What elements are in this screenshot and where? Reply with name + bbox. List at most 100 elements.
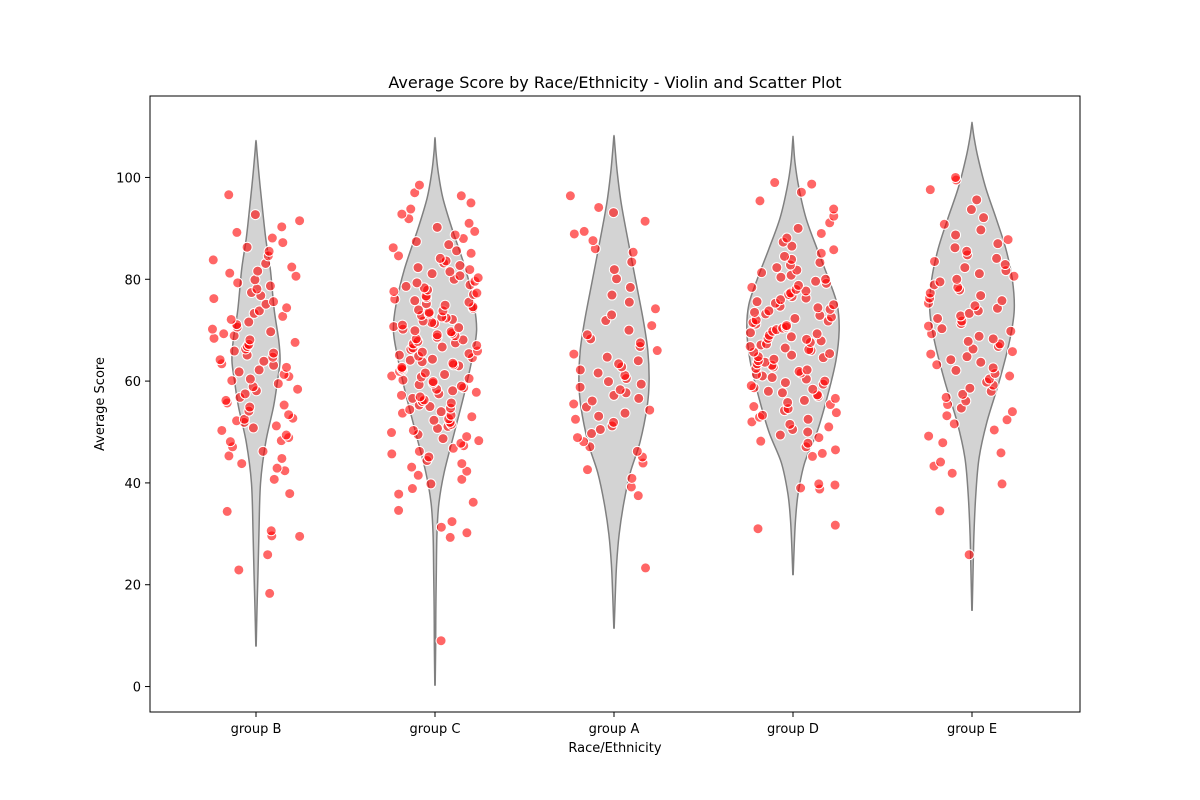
scatter-point bbox=[388, 285, 400, 297]
scatter-point bbox=[823, 421, 835, 433]
scatter-point bbox=[410, 236, 422, 248]
scatter-point bbox=[586, 395, 598, 407]
scatter-point bbox=[447, 442, 459, 454]
scatter-point bbox=[463, 217, 475, 229]
scatter-point bbox=[606, 289, 618, 301]
scatter-point bbox=[461, 527, 473, 539]
scatter-point bbox=[444, 266, 456, 278]
scatter-point bbox=[263, 245, 275, 257]
scatter-point bbox=[251, 283, 263, 295]
scatter-point bbox=[931, 359, 943, 371]
scatter-point bbox=[206, 323, 218, 335]
scatter-point bbox=[781, 320, 793, 332]
scatter-point bbox=[815, 227, 827, 239]
scatter-point bbox=[406, 461, 418, 473]
scatter-point bbox=[775, 271, 787, 283]
scatter-point bbox=[774, 429, 786, 441]
scatter-point bbox=[829, 519, 841, 531]
scatter-point bbox=[464, 264, 476, 276]
scatter-point bbox=[784, 418, 796, 430]
scatter-point bbox=[435, 521, 447, 533]
scatter-point bbox=[768, 353, 780, 365]
scatter-point bbox=[404, 404, 416, 416]
scatter-point bbox=[782, 396, 794, 408]
scatter-point bbox=[815, 247, 827, 259]
scatter-point bbox=[771, 262, 783, 274]
scatter-point bbox=[769, 177, 781, 189]
scatter-point bbox=[632, 355, 644, 367]
scatter-point bbox=[265, 326, 277, 338]
scatter-point bbox=[568, 228, 580, 240]
scatter-point bbox=[820, 273, 832, 285]
scatter-point bbox=[932, 312, 944, 324]
scatter-point bbox=[830, 407, 842, 419]
scatter-point bbox=[439, 368, 451, 380]
scatter-point bbox=[456, 473, 468, 485]
scatter-point bbox=[987, 362, 999, 374]
scatter-point bbox=[386, 448, 398, 460]
scatter-point bbox=[431, 329, 443, 341]
scatter-point bbox=[286, 261, 298, 273]
x-axis: group B group C group A group D group E bbox=[231, 712, 997, 737]
scatter-point bbox=[564, 190, 576, 202]
scatter-point bbox=[581, 329, 593, 341]
scatter-point bbox=[786, 349, 798, 361]
scatter-point bbox=[651, 345, 663, 357]
scatter-point bbox=[633, 392, 645, 404]
scatter-point bbox=[950, 364, 962, 376]
scatter-point bbox=[969, 300, 981, 312]
scatter-point bbox=[812, 302, 824, 314]
scatter-point bbox=[471, 287, 483, 299]
scatter-point bbox=[405, 203, 417, 215]
scatter-point bbox=[938, 218, 950, 230]
scatter-point bbox=[244, 334, 256, 346]
x-tick-label: group A bbox=[589, 722, 640, 737]
scatter-point bbox=[244, 373, 256, 385]
scatter-point bbox=[393, 488, 405, 500]
scatter-point bbox=[208, 332, 220, 344]
scatter-point bbox=[934, 276, 946, 288]
scatter-point bbox=[608, 416, 620, 428]
scatter-point bbox=[1001, 414, 1013, 426]
scatter-point bbox=[466, 411, 478, 423]
scatter-point bbox=[925, 348, 937, 360]
scatter-point bbox=[1008, 270, 1020, 282]
scatter-point bbox=[409, 295, 421, 307]
scatter-point bbox=[829, 479, 841, 491]
scatter-point bbox=[243, 316, 255, 328]
scatter-point bbox=[406, 483, 418, 495]
scatter-point bbox=[571, 432, 583, 444]
scatter-point bbox=[257, 445, 269, 457]
scatter-point bbox=[964, 382, 976, 394]
scatter-point bbox=[592, 367, 604, 379]
scatter-point bbox=[828, 244, 840, 256]
y-tick-label: 20 bbox=[124, 579, 141, 594]
scatter-point bbox=[241, 241, 253, 253]
scatter-point bbox=[640, 562, 652, 574]
scatter-point bbox=[268, 473, 280, 485]
scatter-point bbox=[400, 280, 412, 292]
scatter-point bbox=[626, 256, 638, 268]
scatter-point bbox=[601, 351, 613, 363]
scatter-point bbox=[756, 409, 768, 421]
scatter-point bbox=[1005, 325, 1017, 337]
scatter-point bbox=[570, 413, 582, 425]
scatter-point bbox=[806, 178, 818, 190]
scatter-point bbox=[945, 354, 957, 366]
scatter-point bbox=[283, 409, 295, 421]
scatter-point bbox=[574, 381, 586, 393]
scatter-point bbox=[626, 472, 638, 484]
scatter-point bbox=[436, 341, 448, 353]
scatter-point bbox=[471, 339, 483, 351]
scatter-point bbox=[1006, 346, 1018, 358]
scatter-point bbox=[447, 357, 459, 369]
y-tick-label: 100 bbox=[116, 171, 141, 186]
scatter-point bbox=[294, 215, 306, 227]
scatter-point bbox=[445, 397, 457, 409]
scatter-point bbox=[233, 564, 245, 576]
scatter-point bbox=[824, 348, 836, 360]
scatter-point bbox=[272, 378, 284, 390]
scatter-point bbox=[811, 328, 823, 340]
scatter-point bbox=[289, 336, 301, 348]
